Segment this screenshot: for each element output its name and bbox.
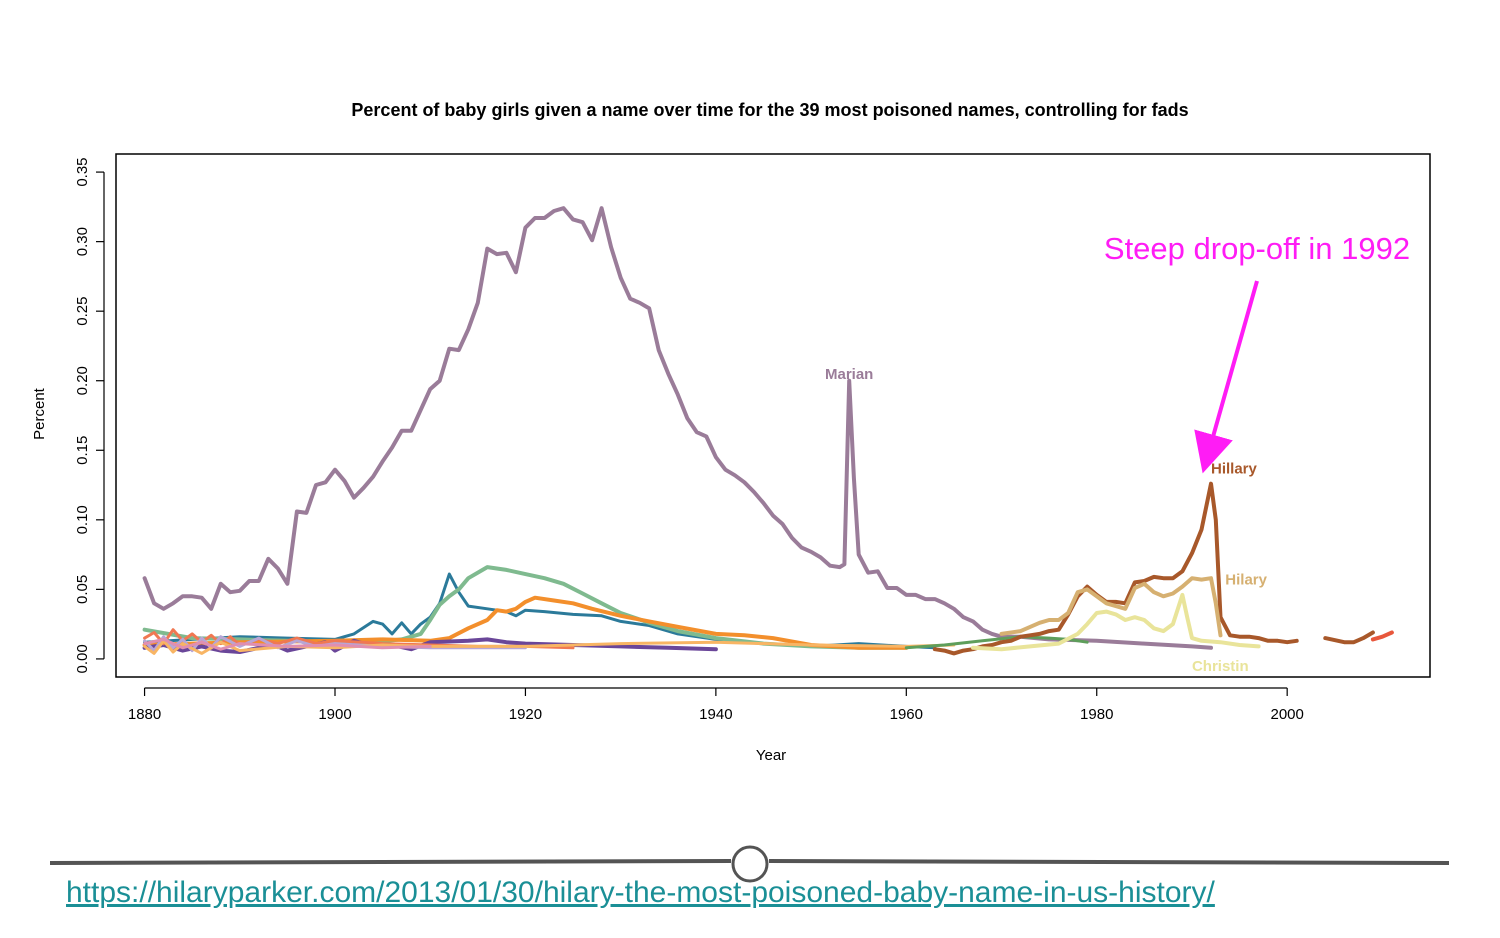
annotation-arrow xyxy=(1194,280,1259,474)
chart-title: Percent of baby girls given a name over … xyxy=(351,100,1188,120)
series-line-hillary xyxy=(932,481,1299,656)
series-line-teal xyxy=(143,572,937,650)
series-line-hilary xyxy=(999,576,1223,638)
x-tick-label: 2000 xyxy=(1270,706,1303,723)
divider-circle xyxy=(731,845,769,883)
series-label-marian: Marian xyxy=(825,366,873,383)
series-line-hillary-late-b xyxy=(1370,630,1394,642)
y-tick-label: 0.30 xyxy=(74,227,91,256)
series-line-hillary-late-a xyxy=(1323,630,1375,645)
series-layer xyxy=(142,206,1394,656)
series-label-hilary: Hilary xyxy=(1225,572,1267,589)
plot-box xyxy=(115,153,1431,678)
series-label-christin: Christin xyxy=(1192,658,1249,675)
x-tick-label: 1960 xyxy=(890,706,923,723)
y-axis: 0.00 0.05 0.10 0.15 0.20 0.25 0.30 0.35 xyxy=(74,157,105,674)
x-tick-label: 1920 xyxy=(509,706,542,723)
y-tick-label: 0.35 xyxy=(74,157,91,186)
y-tick-label: 0.20 xyxy=(74,366,91,395)
annotation-text: Steep drop-off in 1992 xyxy=(1104,231,1410,266)
x-tick-label: 1900 xyxy=(318,706,351,723)
series-line-christin xyxy=(971,592,1261,652)
y-tick-label: 0.05 xyxy=(74,575,91,604)
series-line-marian xyxy=(142,206,1213,650)
x-tick-label: 1880 xyxy=(128,706,161,723)
y-tick-label: 0.25 xyxy=(74,297,91,326)
divider-line xyxy=(768,859,1450,865)
series-labels: Marian Hillary Hilary Christin xyxy=(825,366,1268,675)
x-tick-label: 1980 xyxy=(1080,706,1113,723)
series-line-pink xyxy=(143,637,432,651)
x-axis-label: Year xyxy=(756,747,786,764)
y-tick-label: 0.15 xyxy=(74,436,91,465)
series-label-hillary: Hillary xyxy=(1211,460,1258,477)
y-tick-label: 0.00 xyxy=(74,644,91,673)
divider-line xyxy=(49,859,732,865)
x-axis: 1880 1900 1920 1940 1960 1980 2000 xyxy=(128,687,1304,723)
y-axis-label: Percent xyxy=(31,387,48,440)
y-tick-label: 0.10 xyxy=(74,505,91,534)
x-tick-label: 1940 xyxy=(699,706,732,723)
source-link[interactable]: https://hilaryparker.com/2013/01/30/hila… xyxy=(66,876,1215,909)
